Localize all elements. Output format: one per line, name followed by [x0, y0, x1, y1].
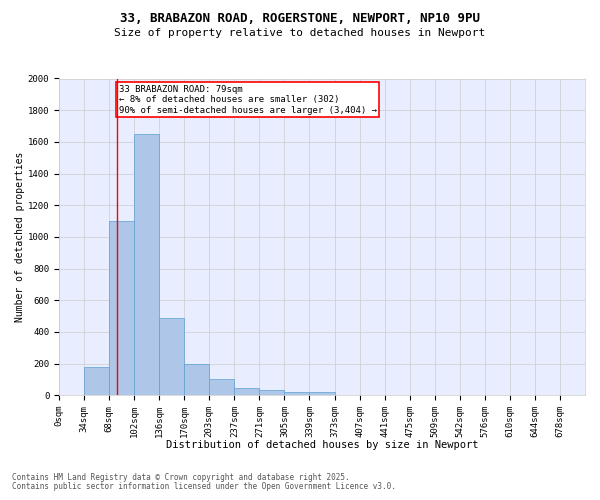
Text: Size of property relative to detached houses in Newport: Size of property relative to detached ho…	[115, 28, 485, 38]
Bar	[284, 392, 310, 395]
Text: 33 BRABAZON ROAD: 79sqm
← 8% of detached houses are smaller (302)
90% of semi-de: 33 BRABAZON ROAD: 79sqm ← 8% of detached…	[119, 85, 377, 114]
Text: Contains HM Land Registry data © Crown copyright and database right 2025.: Contains HM Land Registry data © Crown c…	[12, 474, 350, 482]
Bar	[235, 388, 259, 395]
Y-axis label: Number of detached properties: Number of detached properties	[15, 152, 25, 322]
Bar	[134, 134, 159, 395]
Text: Contains public sector information licensed under the Open Government Licence v3: Contains public sector information licen…	[12, 482, 396, 491]
Bar	[209, 378, 235, 395]
Bar	[184, 364, 209, 395]
Text: 33, BRABAZON ROAD, ROGERSTONE, NEWPORT, NP10 9PU: 33, BRABAZON ROAD, ROGERSTONE, NEWPORT, …	[120, 12, 480, 26]
Bar	[84, 366, 109, 395]
X-axis label: Distribution of detached houses by size in Newport: Distribution of detached houses by size …	[166, 440, 478, 450]
Bar	[159, 318, 184, 395]
Bar	[310, 392, 335, 395]
Bar	[109, 221, 134, 395]
Bar	[259, 390, 284, 395]
